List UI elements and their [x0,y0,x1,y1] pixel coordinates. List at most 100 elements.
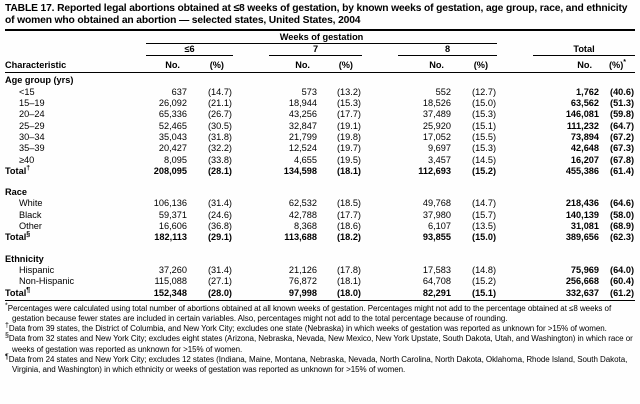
total-row-ethnicity: Total¶ 152,348 (28.0) 97,998 (18.0) 82,2… [5,286,636,301]
cell-no: 18,526 [422,98,451,109]
cell-pct: (24.6) [207,209,232,220]
section-header-label: Ethnicity [5,253,44,264]
cell-pct-total: (40.6) [610,86,635,97]
column-header-pct: (%) [452,56,498,74]
cell-pct: (15.3) [472,109,497,120]
cell-pct-total: (59.8) [610,109,635,120]
cell-no-total: 256,668 [565,276,600,287]
cell-no: 97,998 [233,286,318,301]
column-header-pct: (%) [318,56,362,74]
cell-pct: (15.3) [472,143,497,154]
cell-pct: (28.0) [188,286,233,301]
cell-pct-total: (62.3) [610,232,635,243]
table-title: TABLE 17. Reported legal abortions obtai… [5,3,635,32]
cell-pct: (15.2) [472,165,497,176]
row-label: 35–39 [19,143,45,154]
cell-pct: (14.8) [472,264,497,275]
cell-pct: (19.8) [336,131,361,142]
cell-no: 182,113 [154,232,187,243]
cell-no-total: 75,969 [570,264,600,275]
cell-no: 37,489 [422,109,451,120]
column-header-row: Characteristic No. (%) No. (%) No. (%) N… [5,56,636,74]
cell-no: 43,256 [288,109,317,120]
cell-pct: (14.7) [472,198,497,209]
cell-pct-total: (64.7) [610,120,635,131]
row-label: 30–34 [19,131,45,142]
section-header-ethnicity: Ethnicity [5,251,635,264]
footnotes: *Percentages were calculated using total… [5,302,635,376]
row-label: ≥40 [19,154,35,165]
cell-no: 115,088 [154,276,187,287]
total-row-age: Total† 208,095 (28.1) 134,598 (18.1) 112… [5,165,635,176]
cell-pct: (15.5) [472,131,497,142]
cell-no: 32,847 [288,120,317,131]
group-label-total: Total [533,44,636,57]
row-label: 20–24 [19,109,45,120]
row-label: Hispanic [19,264,55,275]
cell-pct-total: (61.4) [610,165,635,176]
cell-pct: (18.0) [318,286,362,301]
cell-pct: (18.2) [336,232,361,243]
footnote-marker: † [5,322,9,330]
cell-no: 12,524 [288,143,317,154]
table-row: Black 59,371 (24.6) 42,788 (17.7) 37,980… [5,208,635,220]
cell-no: 42,788 [288,209,317,220]
cell-no-total: 218,436 [565,198,600,209]
document-page: TABLE 17. Reported legal abortions obtai… [5,3,636,376]
cell-no: 208,095 [153,165,187,176]
cell-pct: (15.3) [336,98,361,109]
total-label: Total [5,287,27,298]
cell-no: 552 [435,86,451,97]
cell-no-total: 73,894 [570,131,600,142]
column-header-no: No. [233,56,318,74]
footnote-text: Data from 32 states and New York City; e… [8,334,633,354]
cell-no-total: 1,762 [576,86,600,97]
cell-pct: (26.7) [207,109,232,120]
cell-no-total: 455,386 [565,165,600,176]
table-row: 25–29 52,465 (30.5) 32,847 (19.1) 25,920… [5,119,635,131]
cell-pct-total: (58.0) [610,209,635,220]
footnote-text: Data from 24 states and New York City; e… [8,355,628,375]
spanner-row: Weeks of gestation [5,31,635,45]
cell-pct: (32.2) [207,143,232,154]
cell-no: 35,043 [158,131,187,142]
cell-no: 21,799 [288,131,317,142]
total-row-race: Total§ 182,113 (29.1) 113,688 (18.2) 93,… [5,231,635,242]
cell-no-total: 332,637 [497,286,601,301]
section-spacer [5,176,635,185]
cell-no-total: 16,207 [570,154,600,165]
cell-no: 59,371 [158,209,187,220]
cell-pct-total: (60.4) [610,276,635,287]
pilcrow-marker: ¶ [26,286,31,294]
table-row: Hispanic 37,260 (31.4) 21,126 (17.8) 17,… [5,264,635,275]
spanner-empty-cell [5,31,110,44]
cell-pct: (12.7) [472,86,497,97]
cell-pct-total: (51.3) [610,98,635,109]
cell-no: 113,688 [284,232,317,243]
row-label-total: Total¶ [5,286,110,301]
footnote-dagger: †Data from 39 states, the District of Co… [5,322,635,334]
cell-no: 37,260 [158,264,187,275]
cell-pct: (17.7) [336,109,361,120]
data-table: Weeks of gestation ≤6 7 8 Total Characte… [5,31,636,301]
group-empty-cell [5,44,110,56]
cell-no: 17,052 [422,131,451,142]
footnote-marker: § [5,332,9,340]
table-row: 15–19 26,092 (21.1) 18,944 (15.3) 18,526… [5,97,635,108]
cell-pct-total: (67.2) [610,131,635,142]
row-label: Other [19,221,42,232]
cell-pct-total: (64.6) [610,198,635,209]
column-header-characteristic: Characteristic [5,56,110,74]
table-row: Non-Hispanic 115,088 (27.1) 76,872 (18.1… [5,275,635,286]
pct-label: (%) [609,60,624,71]
cell-no: 26,092 [158,98,187,109]
cell-pct: (31.4) [207,198,232,209]
section-spacer [5,242,635,251]
group-label-7: 7 [269,44,362,57]
cell-pct: (18.6) [336,221,361,232]
cell-no-total: 63,562 [570,98,600,109]
cell-no: 152,348 [110,286,188,301]
spanner-cell: Weeks of gestation [110,31,498,45]
total-label: Total [5,165,27,176]
footnote-asterisk: *Percentages were calculated using total… [5,302,635,325]
